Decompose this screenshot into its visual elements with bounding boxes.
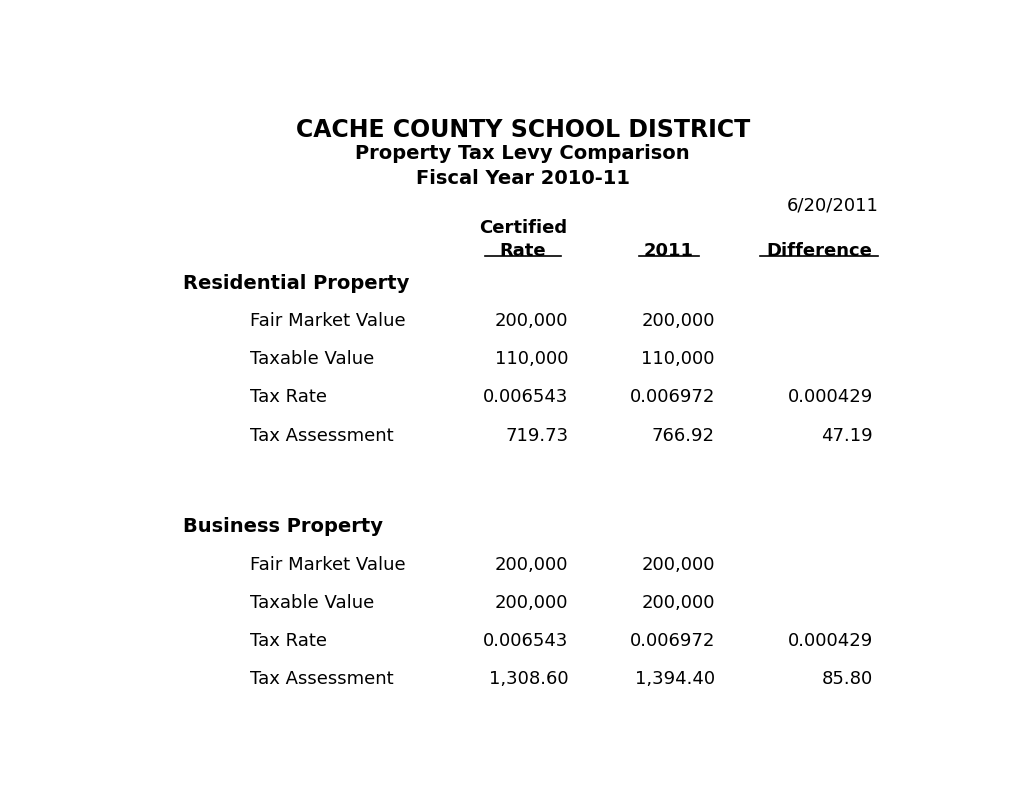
Text: Tax Assessment: Tax Assessment [250,427,393,445]
Text: 85.80: 85.80 [821,670,872,688]
Text: Property Tax Levy Comparison: Property Tax Levy Comparison [355,144,690,163]
Text: Tax Rate: Tax Rate [250,632,327,650]
Text: 200,000: 200,000 [641,312,714,330]
Text: Taxable Value: Taxable Value [250,594,374,612]
Text: 0.000429: 0.000429 [787,388,872,406]
Text: 6/20/2011: 6/20/2011 [786,196,877,214]
Text: Difference: Difference [765,242,871,260]
Text: Tax Rate: Tax Rate [250,388,327,406]
Text: 200,000: 200,000 [641,594,714,612]
Text: 200,000: 200,000 [494,556,568,574]
Text: 719.73: 719.73 [505,427,568,445]
Text: Taxable Value: Taxable Value [250,350,374,368]
Text: 2011: 2011 [643,242,693,260]
Text: 1,308.60: 1,308.60 [488,670,568,688]
Text: 200,000: 200,000 [494,594,568,612]
Text: Fiscal Year 2010-11: Fiscal Year 2010-11 [416,169,629,188]
Text: Residential Property: Residential Property [182,274,409,292]
Text: 0.000429: 0.000429 [787,632,872,650]
Text: Tax Assessment: Tax Assessment [250,670,393,688]
Text: 47.19: 47.19 [820,427,872,445]
Text: 766.92: 766.92 [651,427,714,445]
Text: 0.006543: 0.006543 [483,632,568,650]
Text: Certified: Certified [478,219,567,237]
Text: Fair Market Value: Fair Market Value [250,312,406,330]
Text: 1,394.40: 1,394.40 [634,670,714,688]
Text: 110,000: 110,000 [641,350,714,368]
Text: 0.006972: 0.006972 [629,632,714,650]
Text: 200,000: 200,000 [494,312,568,330]
Text: 200,000: 200,000 [641,556,714,574]
Text: Fair Market Value: Fair Market Value [250,556,406,574]
Text: 0.006972: 0.006972 [629,388,714,406]
Text: Business Property: Business Property [182,517,382,537]
Text: 110,000: 110,000 [494,350,568,368]
Text: Rate: Rate [499,242,545,260]
Text: 0.006543: 0.006543 [483,388,568,406]
Text: CACHE COUNTY SCHOOL DISTRICT: CACHE COUNTY SCHOOL DISTRICT [296,118,749,142]
